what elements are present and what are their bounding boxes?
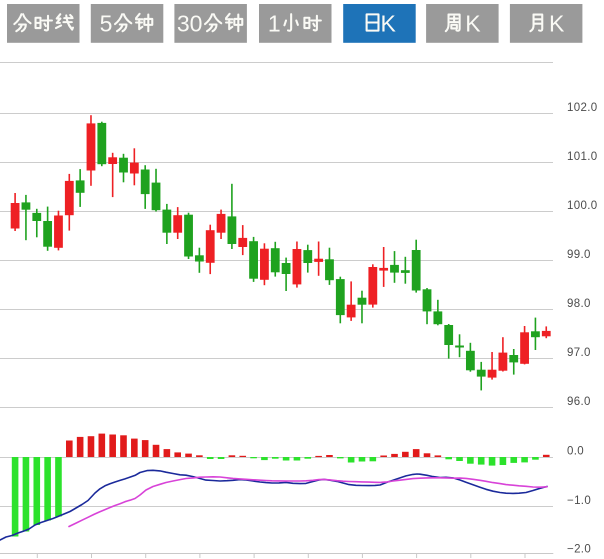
svg-text:K: K (549, 11, 565, 37)
svg-text:5: 5 (100, 11, 113, 37)
svg-text:99.0: 99.0 (567, 249, 591, 261)
svg-text:−2.0: −2.0 (567, 543, 591, 555)
svg-text:98.0: 98.0 (567, 298, 591, 310)
svg-text:97.0: 97.0 (567, 347, 591, 359)
svg-text:K: K (465, 11, 481, 37)
svg-text:0.0: 0.0 (567, 446, 584, 458)
svg-text:30: 30 (177, 11, 203, 37)
svg-text:−1.0: −1.0 (567, 495, 591, 507)
svg-text:K: K (381, 11, 397, 37)
svg-text:100.0: 100.0 (567, 200, 598, 212)
svg-text:101.0: 101.0 (567, 151, 598, 163)
svg-text:96.0: 96.0 (567, 396, 591, 408)
svg-text:1: 1 (268, 11, 281, 37)
svg-text:102.0: 102.0 (567, 102, 598, 114)
